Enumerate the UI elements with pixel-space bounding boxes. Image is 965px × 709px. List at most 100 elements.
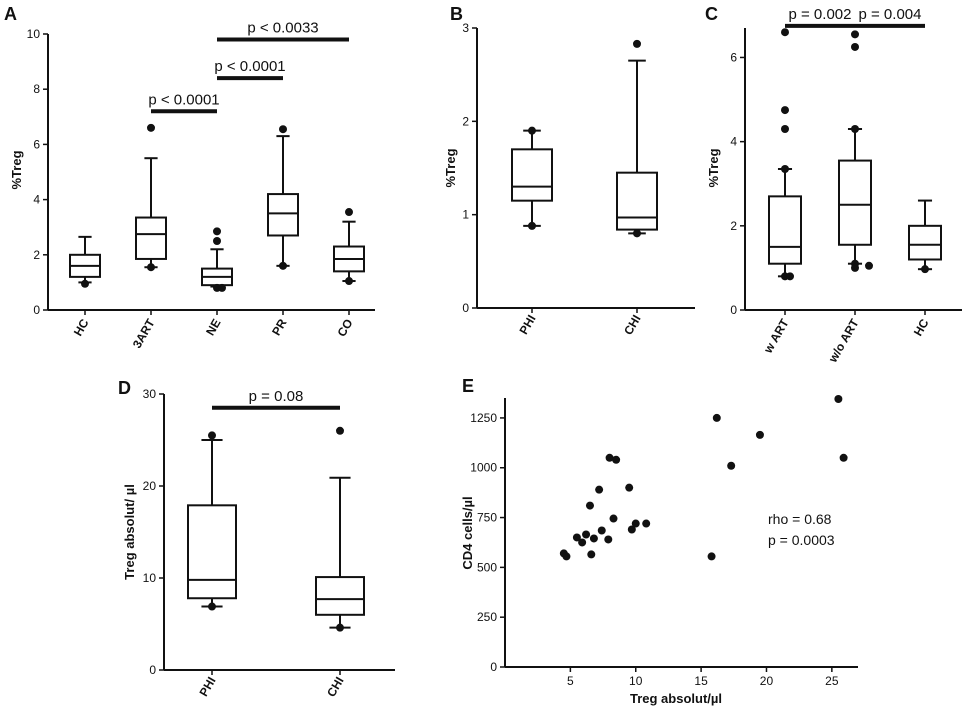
x-tick-label-a-pr: PR bbox=[269, 316, 290, 338]
scatter-point-6 bbox=[587, 550, 596, 559]
panel-label-b: B bbox=[450, 4, 463, 24]
box-c-hc bbox=[908, 224, 942, 261]
y-tick-label-a-0: 0 bbox=[33, 303, 40, 317]
x-tick-label-e-15: 15 bbox=[694, 674, 708, 688]
panel-d: D Treg absolut/ µl 0 10 20 30 PHI CHI p = 0.08 bbox=[118, 378, 395, 699]
y-tick-label-d-30: 30 bbox=[143, 387, 157, 401]
scatter-point-5 bbox=[585, 501, 594, 510]
outlier-a-co-1 bbox=[345, 277, 353, 286]
box-d-chi bbox=[315, 576, 365, 616]
y-tick-label-c-0: 0 bbox=[730, 303, 737, 317]
y-tick-label-a-6: 6 bbox=[33, 137, 40, 151]
panel-label-c: C bbox=[705, 4, 718, 24]
box-c-w-art bbox=[768, 195, 802, 265]
outlier-a-ne-0 bbox=[213, 227, 221, 236]
x-tick-label-b-phi: PHI bbox=[516, 313, 538, 337]
y-tick-label-d-20: 20 bbox=[143, 479, 157, 493]
x-tick-label-a-hc: HC bbox=[71, 316, 92, 338]
x-tick-label-a-3art: 3ART bbox=[130, 316, 158, 351]
outlier-c-w-o-art-0 bbox=[851, 30, 859, 39]
scatter-point-13 bbox=[612, 455, 621, 464]
y-tick-label-a-4: 4 bbox=[33, 193, 40, 207]
y-axis-label-b: %Treg bbox=[443, 148, 458, 187]
y-tick-label-e-500: 500 bbox=[477, 560, 497, 574]
panel-label-a: A bbox=[4, 4, 17, 24]
x-tick-label-e-10: 10 bbox=[629, 674, 643, 688]
x-tick-label-d-chi: CHI bbox=[324, 675, 346, 700]
outlier-b-chi-0 bbox=[633, 39, 641, 48]
outlier-a-ne-3 bbox=[218, 283, 226, 292]
x-tick-label-e-25: 25 bbox=[825, 674, 839, 688]
outlier-a-co-0 bbox=[345, 208, 353, 217]
scatter-point-11 bbox=[605, 453, 614, 462]
outlier-d-chi-0 bbox=[336, 426, 344, 435]
outlier-a-3art-0 bbox=[147, 123, 155, 132]
y-tick-label-e-0: 0 bbox=[490, 660, 497, 674]
outlier-c-w-o-art-5 bbox=[865, 261, 873, 270]
stat-p-value: p = 0.0003 bbox=[768, 532, 835, 548]
y-axis-label-c: %Treg bbox=[706, 148, 721, 187]
sig-label-d-0: p = 0.08 bbox=[249, 388, 304, 405]
x-tick-label-a-ne: NE bbox=[203, 317, 223, 338]
outlier-b-chi-1 bbox=[633, 229, 641, 238]
y-axis-label-e: CD4 cells/µl bbox=[460, 496, 475, 569]
x-tick-label-e-20: 20 bbox=[760, 674, 774, 688]
box-b-phi bbox=[511, 148, 553, 202]
scatter-point-21 bbox=[755, 430, 764, 439]
scatter-point-20 bbox=[727, 461, 736, 470]
scatter-point-17 bbox=[642, 519, 651, 528]
outlier-d-phi-0 bbox=[208, 431, 216, 440]
outlier-c-w-art-1 bbox=[781, 106, 789, 115]
scatter-point-12 bbox=[609, 514, 618, 523]
y-tick-label-b-3: 3 bbox=[462, 21, 469, 35]
sig-label-a-2: p < 0.0033 bbox=[247, 20, 318, 37]
x-tick-label-e-5: 5 bbox=[567, 674, 574, 688]
y-tick-label-e-250: 250 bbox=[477, 610, 497, 624]
y-axis-label-a: %Treg bbox=[9, 150, 24, 189]
box-b-chi bbox=[616, 171, 658, 231]
outlier-b-phi-1 bbox=[528, 221, 536, 230]
scatter-point-23 bbox=[839, 453, 848, 462]
panel-c: C %Treg 0 2 4 6 w ART w/o ART HC p = 0.002 p = 0… bbox=[705, 4, 962, 366]
scatter-point-22 bbox=[834, 394, 843, 403]
y-tick-label-e-750: 750 bbox=[477, 511, 497, 525]
panel-label-d: D bbox=[118, 378, 131, 398]
box-c-w-o-art bbox=[838, 159, 872, 246]
outlier-c-w-art-5 bbox=[786, 272, 794, 281]
y-tick-label-b-1: 1 bbox=[462, 208, 469, 222]
outlier-c-w-art-0 bbox=[781, 28, 789, 37]
y-tick-label-b-2: 2 bbox=[462, 114, 469, 128]
scatter-point-7 bbox=[589, 534, 598, 543]
scatter-point-9 bbox=[597, 526, 606, 535]
x-axis-label-e: Treg absolut/µl bbox=[630, 691, 722, 706]
y-axis-label-d: Treg absolut/ µl bbox=[122, 484, 137, 580]
outlier-c-w-art-3 bbox=[781, 165, 789, 173]
scatter-point-1 bbox=[562, 552, 571, 561]
y-tick-label-d-0: 0 bbox=[149, 663, 156, 677]
outlier-a-ne-1 bbox=[213, 237, 221, 245]
outlier-c-w-o-art-2 bbox=[851, 125, 859, 134]
scatter-point-14 bbox=[625, 483, 634, 492]
box-a-3art bbox=[135, 216, 167, 260]
x-tick-label-a-co: CO bbox=[334, 317, 355, 340]
outlier-c-w-art-2 bbox=[781, 125, 789, 134]
y-tick-label-e-1000: 1000 bbox=[470, 461, 497, 475]
box-a-pr bbox=[267, 193, 299, 237]
outlier-a-3art-1 bbox=[147, 263, 155, 272]
outlier-d-chi-1 bbox=[336, 623, 344, 632]
y-tick-label-d-10: 10 bbox=[143, 571, 157, 585]
sig-label-c-0: p = 0.002 bbox=[789, 6, 852, 23]
scatter-point-8 bbox=[595, 485, 604, 494]
scatter-point-19 bbox=[712, 413, 721, 422]
box-d-phi bbox=[187, 504, 237, 600]
y-tick-label-a-8: 8 bbox=[33, 82, 40, 96]
y-tick-label-c-2: 2 bbox=[730, 219, 737, 233]
scatter-point-2 bbox=[572, 533, 581, 542]
outlier-a-hc-0 bbox=[81, 279, 89, 288]
x-tick-label-d-phi: PHI bbox=[196, 675, 218, 699]
outlier-a-pr-0 bbox=[279, 125, 287, 134]
sig-label-c-1: p = 0.004 bbox=[859, 6, 922, 23]
y-tick-label-c-4: 4 bbox=[730, 135, 737, 149]
outlier-a-pr-1 bbox=[279, 261, 287, 270]
